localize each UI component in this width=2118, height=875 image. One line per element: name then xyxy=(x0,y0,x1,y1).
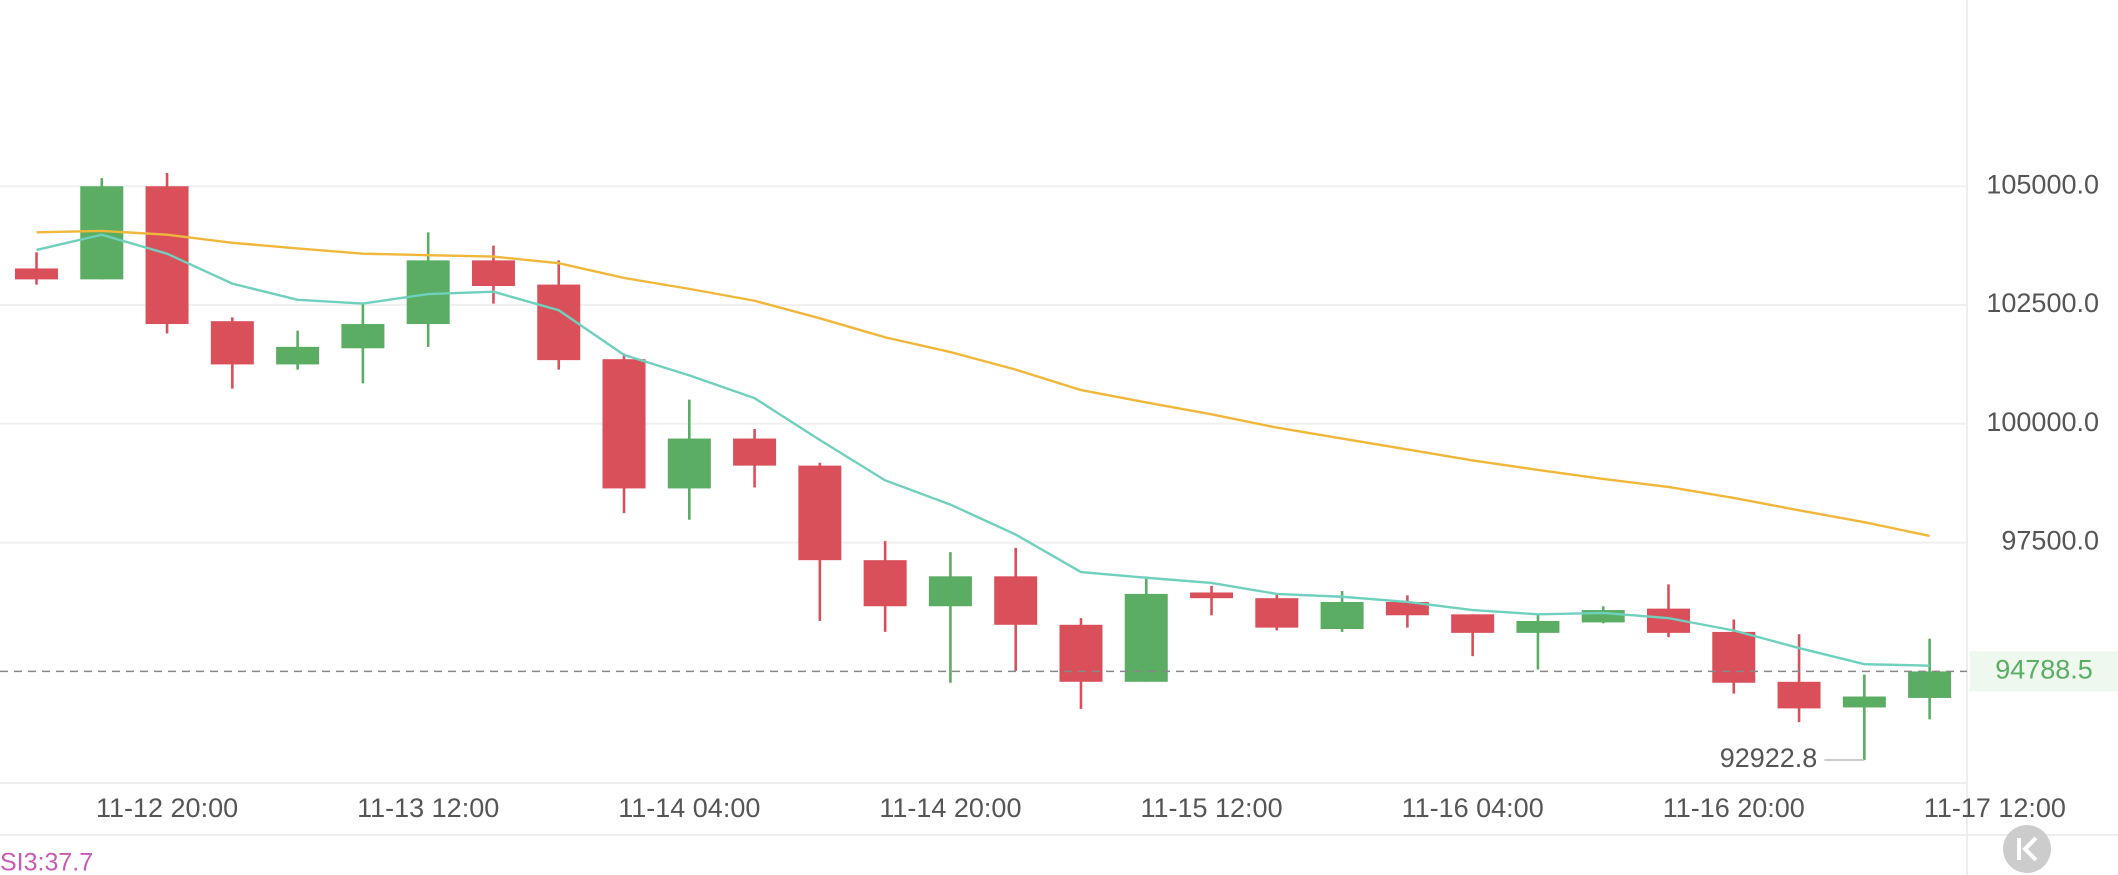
candle-body xyxy=(733,438,777,466)
candle-body xyxy=(1320,601,1364,630)
low-label: 92922.8 xyxy=(1720,743,1818,773)
x-tick-label: 11-12 20:00 xyxy=(96,793,238,823)
logo-button[interactable] xyxy=(2003,825,2051,873)
candle-body xyxy=(1124,593,1168,682)
x-tick-label: 11-13 12:00 xyxy=(357,793,499,823)
candle-body xyxy=(1190,592,1234,599)
x-tick-label: 11-14 20:00 xyxy=(879,793,1021,823)
logo-icon[interactable] xyxy=(2017,836,2038,862)
candle-body xyxy=(276,346,320,365)
x-tick-label: 11-15 12:00 xyxy=(1140,793,1282,823)
y-tick-label: 97500.0 xyxy=(2001,526,2099,556)
candle-body xyxy=(471,260,515,287)
candle-body xyxy=(537,284,581,361)
candle-body xyxy=(863,560,907,607)
x-tick-label: 11-14 04:00 xyxy=(618,793,760,823)
candle-body xyxy=(1712,631,1756,683)
x-tick-label: 11-16 20:00 xyxy=(1663,793,1805,823)
candle-body xyxy=(1842,696,1886,708)
candle-body xyxy=(994,576,1038,625)
candle-body xyxy=(798,465,842,561)
candle-body xyxy=(602,359,646,489)
candle-body xyxy=(928,576,972,607)
candle-body xyxy=(15,268,58,280)
last-price-label: 94788.5 xyxy=(1995,655,2093,685)
candle-body xyxy=(1908,671,1952,698)
y-tick-label: 102500.0 xyxy=(1986,288,2099,318)
candle-body xyxy=(341,324,385,349)
x-tick-label: 11-17 12:00 xyxy=(1924,793,2066,823)
candle-body xyxy=(1451,614,1495,633)
candle-body xyxy=(667,438,711,489)
x-tick-label: 11-16 04:00 xyxy=(1402,793,1544,823)
indicator-label: SI3:37.7 xyxy=(0,849,93,875)
moving-average-line xyxy=(36,229,1930,538)
y-tick-label: 100000.0 xyxy=(1986,407,2099,437)
candle-body xyxy=(1255,598,1299,628)
candle-body xyxy=(1777,681,1821,709)
candle-body xyxy=(1059,624,1103,682)
candle-body xyxy=(145,186,189,325)
last-price-badge xyxy=(1970,651,2118,692)
candle-body xyxy=(1385,601,1429,616)
y-tick-label: 105000.0 xyxy=(1986,169,2099,199)
candle-body xyxy=(406,260,450,325)
moving-average-line xyxy=(36,233,1930,667)
candle-body xyxy=(210,321,254,365)
candle-body xyxy=(1516,620,1560,633)
